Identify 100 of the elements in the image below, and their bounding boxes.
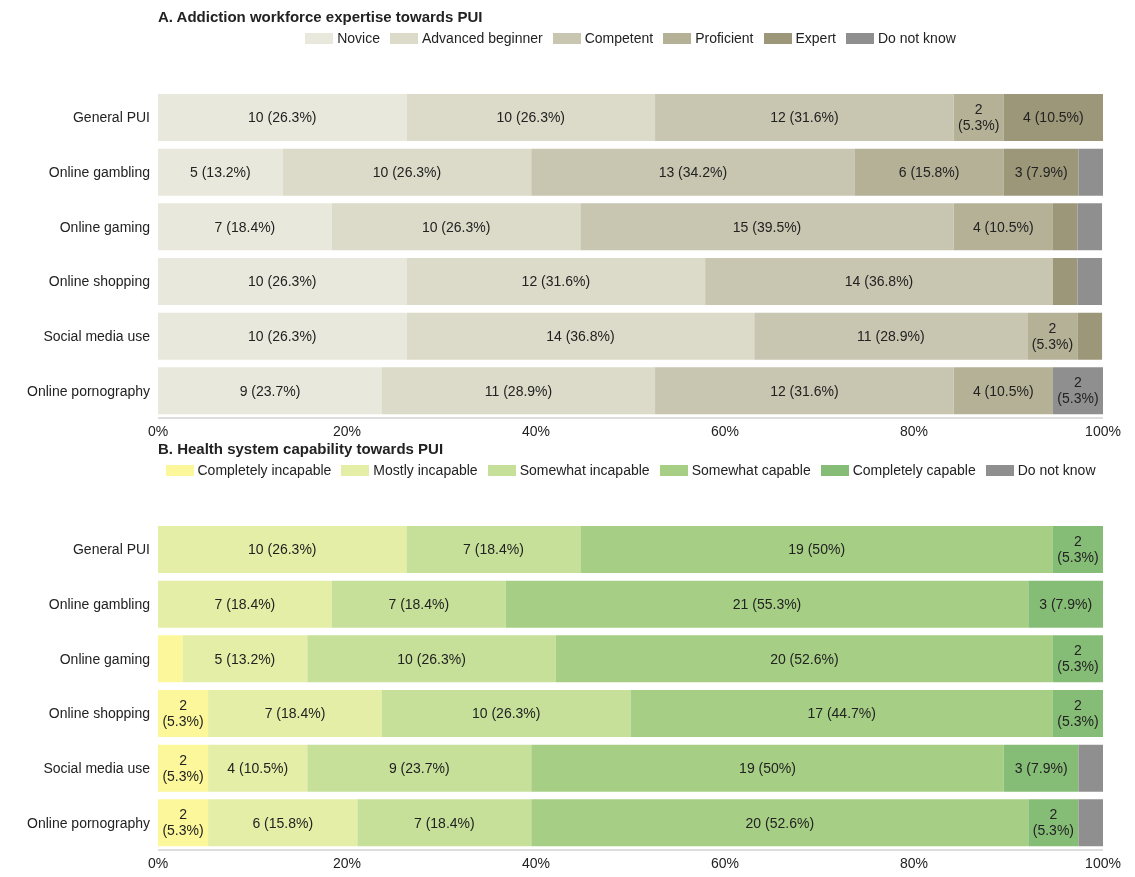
y-tick-label: General PUI bbox=[72, 109, 150, 126]
data-label: 2 (5.3%) bbox=[162, 751, 204, 784]
bar bbox=[531, 799, 1029, 847]
bar bbox=[282, 148, 532, 196]
x-tick-label: 40% bbox=[521, 422, 551, 439]
bar bbox=[381, 367, 656, 415]
data-label: 19 (50%) bbox=[788, 541, 846, 558]
bar bbox=[158, 580, 332, 628]
data-label: 6 (15.8%) bbox=[252, 814, 314, 831]
x-tick-label: 60% bbox=[710, 422, 740, 439]
data-label: 4 (10.5%) bbox=[972, 218, 1034, 235]
data-label: 2 (5.3%) bbox=[1031, 319, 1074, 352]
bar bbox=[208, 690, 382, 737]
bar bbox=[208, 799, 358, 847]
chart-title: B. Health system capability towards PUI bbox=[157, 440, 445, 459]
data-label: 7 (18.4%) bbox=[214, 218, 276, 235]
data-label: 20 (52.6%) bbox=[745, 814, 815, 831]
bar bbox=[1077, 312, 1103, 360]
bar bbox=[331, 203, 581, 251]
bar bbox=[655, 367, 954, 415]
y-tick-label: Online gaming bbox=[59, 650, 150, 667]
x-tick-label: 20% bbox=[332, 854, 362, 871]
bar bbox=[531, 744, 1004, 792]
legend-label: Do not know bbox=[877, 30, 956, 46]
bar bbox=[1078, 148, 1103, 196]
x-tick-label: 0% bbox=[147, 422, 169, 439]
data-label: 20 (52.6%) bbox=[770, 650, 839, 667]
data-label: 2 (5.3%) bbox=[958, 101, 1000, 134]
data-label: 3 (7.9%) bbox=[1039, 596, 1093, 613]
legend-label: Completely incapable bbox=[197, 462, 332, 478]
y-tick-label: Online pornography bbox=[27, 382, 150, 399]
bar bbox=[158, 312, 407, 360]
legend-label: Proficient bbox=[695, 30, 754, 46]
data-label: 10 (26.3%) bbox=[248, 109, 317, 126]
data-label: 2 (5.3%) bbox=[1057, 533, 1099, 566]
data-label: 15 (39.5%) bbox=[732, 218, 802, 235]
y-tick-label: Social media use bbox=[43, 759, 151, 776]
data-label: 10 (26.3%) bbox=[248, 328, 317, 345]
data-label: 10 (26.3%) bbox=[421, 218, 491, 235]
bar bbox=[1078, 744, 1103, 792]
data-label: 14 (36.8%) bbox=[844, 273, 914, 290]
data-label: 11 (28.9%) bbox=[484, 382, 553, 399]
data-label: 12 (31.6%) bbox=[770, 382, 839, 399]
data-label: 7 (18.4%) bbox=[264, 705, 326, 722]
bar bbox=[406, 312, 755, 360]
data-label: 7 (18.4%) bbox=[214, 596, 276, 613]
bar bbox=[158, 367, 382, 415]
bar bbox=[406, 94, 656, 141]
data-label: 4 (10.5%) bbox=[1023, 109, 1084, 126]
data-label: 9 (23.7%) bbox=[388, 760, 450, 777]
x-tick-label: 100% bbox=[1085, 422, 1121, 439]
data-label: 19 (50%) bbox=[739, 760, 796, 777]
data-label: 3 (7.9%) bbox=[1014, 164, 1068, 181]
data-label: 5 (13.2%) bbox=[190, 164, 251, 181]
legend-label: Advanced beginner bbox=[422, 30, 543, 46]
bar bbox=[381, 690, 631, 737]
bar bbox=[854, 148, 1004, 196]
data-label: 4 (10.5%) bbox=[227, 760, 289, 777]
data-label: 2 (5.3%) bbox=[162, 697, 204, 730]
data-label: 2 (5.3%) bbox=[162, 806, 204, 839]
bar bbox=[1077, 203, 1103, 251]
bar bbox=[158, 526, 407, 573]
data-label: 14 (36.8%) bbox=[546, 328, 615, 345]
data-label: 12 (31.6%) bbox=[770, 109, 839, 126]
legend-label: Completely capable bbox=[852, 462, 976, 478]
data-label: 2 (5.3%) bbox=[1057, 374, 1099, 407]
y-tick-label: Online shopping bbox=[48, 273, 150, 290]
bar bbox=[630, 690, 1053, 737]
bar bbox=[182, 635, 308, 683]
legend-label: Somewhat incapable bbox=[519, 462, 650, 478]
legend-label: Somewhat capable bbox=[691, 462, 811, 478]
bar bbox=[158, 258, 407, 305]
data-label: 4 (10.5%) bbox=[972, 382, 1034, 399]
x-tick-label: 40% bbox=[521, 854, 551, 871]
y-tick-label: Online gambling bbox=[48, 595, 150, 612]
data-label: 3 (7.9%) bbox=[1014, 760, 1068, 777]
y-tick-label: Online gambling bbox=[48, 163, 150, 180]
data-label: 7 (18.4%) bbox=[463, 541, 524, 558]
bar bbox=[531, 148, 855, 196]
x-tick-label: 100% bbox=[1085, 854, 1121, 871]
data-label: 2 (5.3%) bbox=[1057, 642, 1099, 675]
x-tick-label: 0% bbox=[147, 854, 169, 871]
data-label: 5 (13.2%) bbox=[214, 650, 276, 667]
bar bbox=[754, 312, 1028, 360]
legend-label: Mostly incapable bbox=[373, 462, 478, 478]
bar bbox=[505, 580, 1029, 628]
x-tick-label: 60% bbox=[710, 854, 740, 871]
bar bbox=[331, 580, 506, 628]
data-label: 2 (5.3%) bbox=[1057, 697, 1099, 730]
legend-label: Do not know bbox=[1017, 462, 1096, 478]
bar bbox=[1052, 258, 1078, 305]
bar bbox=[158, 148, 283, 196]
legend-label: Competent bbox=[584, 30, 654, 46]
data-label: 12 (31.6%) bbox=[521, 273, 591, 290]
bar bbox=[580, 203, 954, 251]
x-tick-label: 80% bbox=[899, 422, 929, 439]
data-label: 21 (55.3%) bbox=[732, 596, 802, 613]
y-tick-label: Online gaming bbox=[59, 218, 150, 235]
x-tick-label: 80% bbox=[899, 854, 929, 871]
data-label: 9 (23.7%) bbox=[239, 382, 301, 399]
